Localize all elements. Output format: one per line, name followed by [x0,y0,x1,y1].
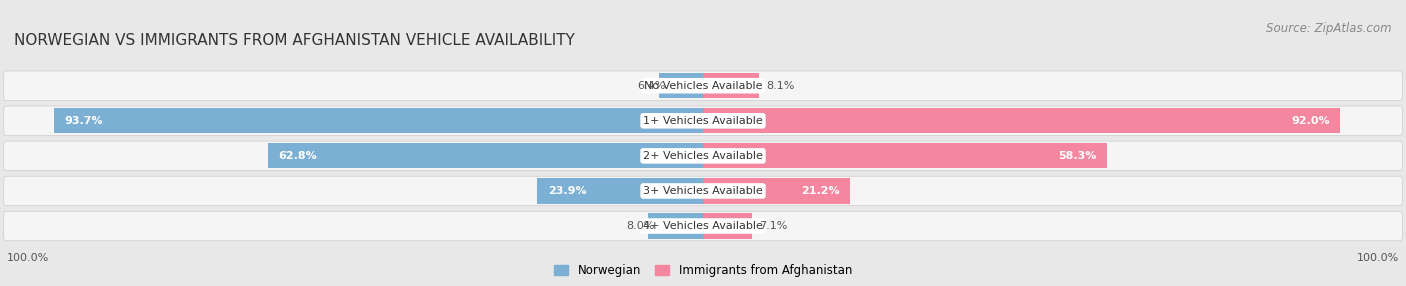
Text: 4+ Vehicles Available: 4+ Vehicles Available [643,221,763,231]
Text: 62.8%: 62.8% [278,151,318,161]
Text: 8.1%: 8.1% [766,81,794,91]
Text: 2+ Vehicles Available: 2+ Vehicles Available [643,151,763,161]
Legend: Norwegian, Immigrants from Afghanistan: Norwegian, Immigrants from Afghanistan [550,259,856,282]
Text: 7.1%: 7.1% [759,221,787,231]
Text: 93.7%: 93.7% [65,116,103,126]
Text: Source: ZipAtlas.com: Source: ZipAtlas.com [1267,22,1392,35]
Bar [703,108,1340,134]
FancyBboxPatch shape [3,71,1403,100]
Text: 6.4%: 6.4% [637,81,665,91]
Text: 21.2%: 21.2% [801,186,839,196]
FancyBboxPatch shape [3,141,1403,171]
Text: 100.0%: 100.0% [7,253,49,263]
Text: 23.9%: 23.9% [548,186,586,196]
Bar [658,73,703,98]
Bar [703,143,1107,168]
FancyBboxPatch shape [3,106,1403,136]
Bar [703,213,752,239]
Bar [703,178,849,204]
Bar [269,143,703,168]
Text: No Vehicles Available: No Vehicles Available [644,81,762,91]
FancyBboxPatch shape [3,176,1403,206]
FancyBboxPatch shape [3,211,1403,241]
Text: 8.0%: 8.0% [626,221,655,231]
Bar [703,73,759,98]
Text: 58.3%: 58.3% [1059,151,1097,161]
Bar [53,108,703,134]
Text: 92.0%: 92.0% [1291,116,1330,126]
Bar [537,178,703,204]
Text: 1+ Vehicles Available: 1+ Vehicles Available [643,116,763,126]
Text: 100.0%: 100.0% [1357,253,1399,263]
Text: 3+ Vehicles Available: 3+ Vehicles Available [643,186,763,196]
Text: NORWEGIAN VS IMMIGRANTS FROM AFGHANISTAN VEHICLE AVAILABILITY: NORWEGIAN VS IMMIGRANTS FROM AFGHANISTAN… [14,33,575,48]
Bar [648,213,703,239]
